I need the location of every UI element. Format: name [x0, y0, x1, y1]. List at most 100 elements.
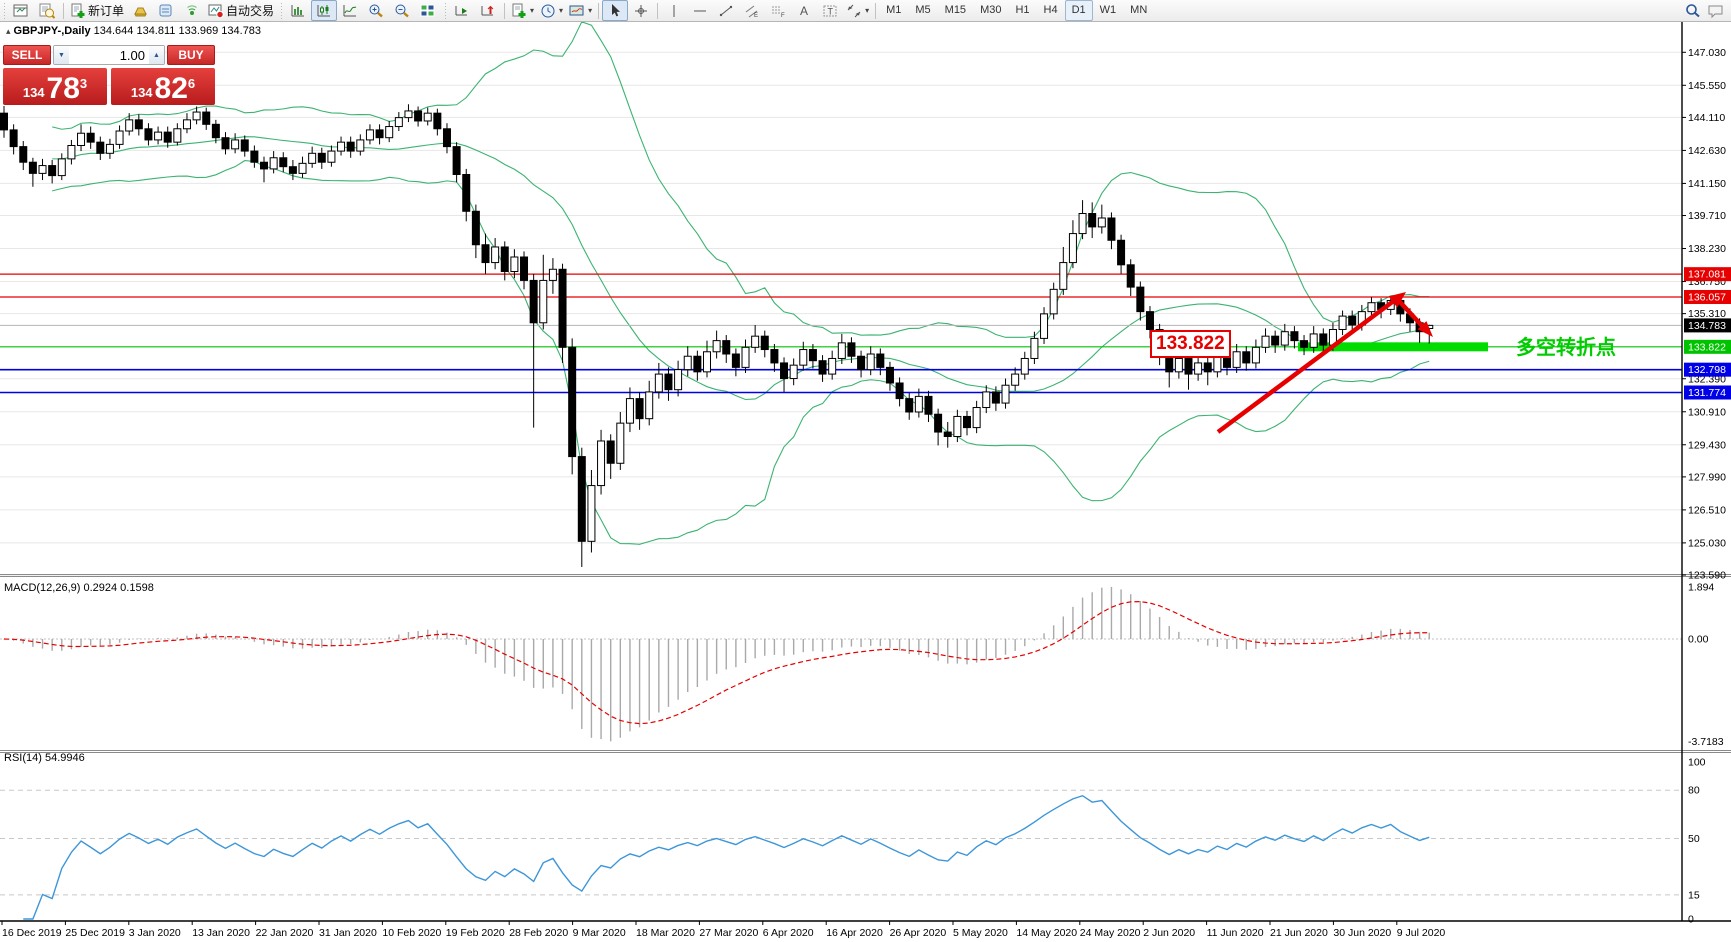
- bar-chart-icon: [291, 4, 305, 16]
- data-center-button[interactable]: [153, 0, 179, 21]
- line-chart-icon: [343, 4, 357, 16]
- chevron-down-icon: ▾: [588, 6, 593, 15]
- svg-text:F: F: [781, 13, 785, 19]
- buy-button[interactable]: BUY: [167, 45, 215, 65]
- svg-text:142.630: 142.630: [1688, 145, 1726, 157]
- crosshair-icon: [635, 4, 648, 17]
- svg-text:126.510: 126.510: [1688, 504, 1726, 516]
- vertical-line-icon: [673, 4, 675, 17]
- svg-text:13 Jan 2020: 13 Jan 2020: [192, 927, 250, 939]
- macd-signal-line: [3, 601, 1430, 725]
- timeframe-W1[interactable]: W1: [1099, 4, 1117, 16]
- indicators-button[interactable]: ▾: [508, 0, 537, 21]
- svg-text:11 Jun 2020: 11 Jun 2020: [1207, 927, 1264, 939]
- horizontal-line-icon: [694, 10, 707, 11]
- crosshair-button[interactable]: [628, 0, 654, 21]
- fibonacci-icon: F: [772, 6, 785, 19]
- chevron-down-icon: ▾: [530, 6, 535, 15]
- timeframe-H1[interactable]: H1: [1015, 4, 1030, 16]
- gold-button[interactable]: [127, 0, 153, 21]
- svg-text:133.822: 133.822: [1688, 341, 1726, 353]
- zoom-in-button[interactable]: [363, 0, 389, 21]
- search-icon[interactable]: [1685, 3, 1701, 19]
- buy-price-sup: 6: [187, 76, 196, 91]
- cursor-button[interactable]: [602, 0, 629, 21]
- rsi-indicator-label: RSI(14) 54.9946: [4, 752, 85, 764]
- timeframe-D1[interactable]: D1: [1064, 0, 1093, 21]
- horizontal-line-button[interactable]: [687, 0, 713, 21]
- signals-button[interactable]: [179, 0, 205, 21]
- toolbar-grip[interactable]: [2, 2, 6, 19]
- svg-text:30 Jun 2020: 30 Jun 2020: [1333, 927, 1391, 939]
- chart-window-button[interactable]: [8, 0, 34, 21]
- svg-text:3 Jan 2020: 3 Jan 2020: [129, 927, 181, 939]
- macd-indicator-label: MACD(12,26,9) 0.2924 0.1598: [4, 582, 154, 594]
- toolbar-grip[interactable]: [443, 2, 448, 19]
- timeframe-M5[interactable]: M5: [915, 4, 931, 16]
- toolbar-grip[interactable]: [279, 2, 284, 19]
- timeframe-M1[interactable]: M1: [886, 4, 902, 16]
- one-click-trading-panel: SELL ▼ ▲ BUY 134 78 3 134 82 6: [3, 45, 215, 105]
- text-button[interactable]: A: [791, 0, 817, 21]
- timeframe-MN[interactable]: MN: [1130, 4, 1148, 16]
- tile-windows-button[interactable]: [415, 0, 441, 21]
- data-document-icon: [159, 4, 172, 16]
- price-level-callout[interactable]: 133.822: [1150, 330, 1231, 358]
- sell-price-box[interactable]: 134 78 3: [3, 68, 107, 105]
- sell-price-sup: 3: [79, 76, 88, 91]
- trendline-button[interactable]: [713, 0, 739, 21]
- macd-axis-tick: 0.00: [1688, 634, 1709, 646]
- chart-title: ▴ GBPJPY-,Daily 134.644 134.811 133.969 1…: [6, 25, 261, 37]
- collapse-icon[interactable]: ▴: [6, 26, 11, 36]
- candlestick-chart-icon: [317, 4, 331, 16]
- svg-text:9 Mar 2020: 9 Mar 2020: [573, 927, 626, 939]
- svg-text:27 Mar 2020: 27 Mar 2020: [699, 927, 758, 939]
- templates-button[interactable]: ▾: [566, 0, 595, 21]
- thick-green-segment[interactable]: [1298, 342, 1488, 352]
- auto-trading-button[interactable]: 自动交易: [205, 0, 277, 21]
- chart-shift-icon: [481, 5, 494, 15]
- timeframe-M30[interactable]: M30: [980, 4, 1002, 16]
- text-icon: A: [800, 4, 808, 18]
- macd-axis-tick: 1.894: [1688, 581, 1714, 593]
- periods-button[interactable]: ▾: [537, 0, 566, 21]
- timeframe-M15[interactable]: M15: [944, 4, 967, 16]
- candlestick-chart-button[interactable]: [311, 0, 338, 21]
- sell-button[interactable]: SELL: [3, 45, 51, 65]
- auto-scroll-button[interactable]: [449, 0, 475, 21]
- bar-chart-button[interactable]: [285, 0, 311, 21]
- chat-icon[interactable]: [1707, 3, 1725, 19]
- svg-text:144.110: 144.110: [1688, 112, 1725, 124]
- clock-icon: [541, 4, 555, 17]
- new-order-button[interactable]: 新订单: [67, 0, 127, 21]
- volume-increase-button[interactable]: ▲: [149, 46, 164, 64]
- signals-icon: [187, 4, 197, 15]
- text-label-button[interactable]: T: [817, 0, 843, 21]
- annotation-text[interactable]: 多空转折点: [1516, 337, 1616, 359]
- svg-text:135.310: 135.310: [1688, 308, 1726, 320]
- svg-text:6 Apr 2020: 6 Apr 2020: [763, 927, 814, 939]
- market-watch-icon: [39, 3, 55, 19]
- svg-text:132.798: 132.798: [1688, 364, 1726, 376]
- rsi-line: [23, 794, 1430, 920]
- chart-shift-button[interactable]: [475, 0, 501, 21]
- vertical-line-button[interactable]: [661, 0, 687, 21]
- buy-price-prefix: 134: [130, 85, 153, 100]
- svg-text:136.057: 136.057: [1688, 291, 1726, 303]
- volume-input[interactable]: [69, 46, 149, 64]
- fibonacci-button[interactable]: F: [765, 0, 791, 21]
- line-chart-button[interactable]: [337, 0, 363, 21]
- channel-button[interactable]: E: [739, 0, 765, 21]
- buy-price-box[interactable]: 134 82 6: [111, 68, 215, 105]
- trend-arrows[interactable]: [1216, 292, 1433, 434]
- volume-decrease-button[interactable]: ▼: [54, 46, 69, 64]
- svg-text:127.990: 127.990: [1688, 471, 1726, 483]
- zoom-out-button[interactable]: [389, 0, 415, 21]
- market-watch-button[interactable]: [34, 0, 60, 21]
- arrows-button[interactable]: ▾: [843, 0, 872, 21]
- timeframe-H4[interactable]: H4: [1043, 4, 1058, 16]
- down-arrowhead-icon: [1417, 321, 1433, 337]
- buy-price-big: 82: [154, 72, 188, 105]
